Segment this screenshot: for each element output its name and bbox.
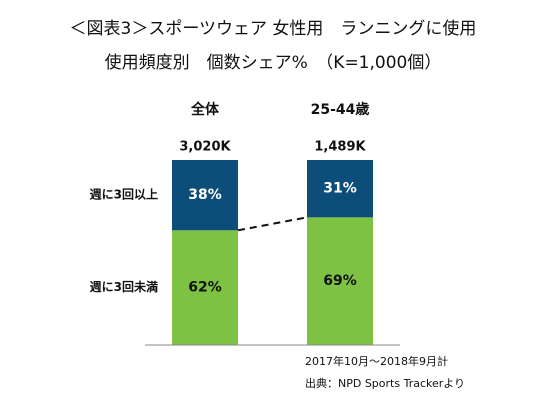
total-label: 1,489K xyxy=(314,140,366,155)
data-label: 62% xyxy=(188,280,222,296)
bar-segment xyxy=(307,217,373,345)
bar-segment xyxy=(172,230,238,345)
data-label: 69% xyxy=(323,273,357,289)
category-label: 25-44歳 xyxy=(311,101,370,118)
note: 2017年10月～2018年9月計 xyxy=(305,354,448,368)
series-label: 週に3回未満 xyxy=(90,279,158,294)
note: 出典：NPD Sports Trackerより xyxy=(305,376,465,390)
connector-line xyxy=(237,216,308,232)
data-label: 38% xyxy=(188,187,222,203)
total-label: 3,020K xyxy=(179,140,231,155)
bar-segment xyxy=(307,160,373,218)
chart-subtitle: 使用頻度別 個数シェア% （K=1,000個） xyxy=(105,52,442,73)
series-label: 週に3回以上 xyxy=(90,187,158,202)
bar-segment xyxy=(172,160,238,231)
chart-title: ＜図表3＞スポーツウェア 女性用 ランニングに使用 xyxy=(70,18,477,39)
data-label: 31% xyxy=(323,181,357,197)
category-label: 全体 xyxy=(190,101,220,118)
